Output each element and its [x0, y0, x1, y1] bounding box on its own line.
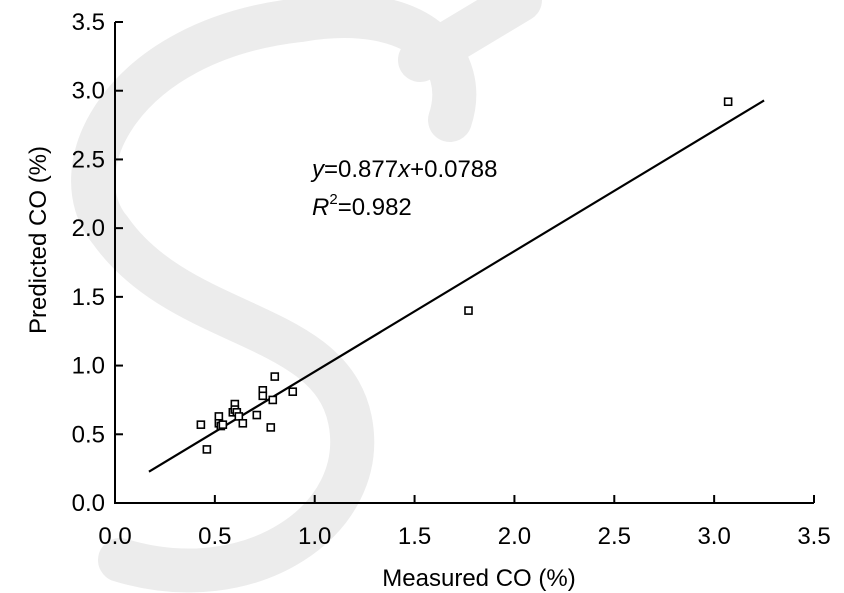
data-point — [202, 445, 212, 454]
data-point — [270, 372, 280, 381]
x-tick-label: 1.5 — [398, 523, 431, 550]
data-point — [234, 412, 244, 421]
data-point — [288, 387, 298, 396]
x-tick-label: 3.0 — [697, 523, 730, 550]
x-tick-label: 2.5 — [598, 523, 631, 550]
x-tick-label: 0.5 — [198, 523, 231, 550]
data-point — [196, 420, 206, 429]
r-var: R — [312, 194, 329, 221]
watermark — [71, 0, 542, 593]
x-tick-label: 1.0 — [298, 523, 331, 550]
y-tick-label: 3.0 — [72, 78, 105, 105]
data-point — [238, 418, 248, 428]
data-point — [252, 410, 262, 420]
data-points — [196, 97, 733, 454]
x-tick-label: 3.5 — [797, 523, 830, 550]
y-tick-label: 2.0 — [72, 215, 105, 242]
r-exponent: 2 — [329, 191, 337, 208]
eq-intercept: +0.0788 — [410, 156, 497, 183]
regression-line — [148, 99, 765, 473]
y-tick-label: 0.5 — [72, 421, 105, 448]
data-point — [258, 391, 268, 401]
r-squared: R2=0.982 — [312, 191, 412, 221]
x-axis-title: Measured CO (%) — [382, 565, 575, 592]
y-tick-label: 3.5 — [72, 9, 105, 36]
y-axis-title: Predicted CO (%) — [25, 146, 52, 334]
data-point — [723, 97, 733, 107]
fit-equation: y=0.877x+0.0788 — [310, 156, 498, 183]
y-tick-label: 0.0 — [72, 490, 105, 517]
r-value: =0.982 — [338, 194, 412, 221]
y-ticks: 0.0 0.5 1.0 1.5 2.0 2.5 3.0 3.5 — [72, 9, 123, 517]
data-point — [214, 412, 224, 421]
eq-x-var: x — [397, 156, 411, 183]
data-point — [266, 423, 276, 432]
data-point — [464, 306, 473, 315]
data-point — [218, 420, 228, 429]
eq-slope: =0.877 — [324, 156, 398, 183]
x-tick-label: 2.0 — [498, 523, 531, 550]
y-tick-label: 2.5 — [72, 146, 105, 173]
x-ticks: 0.0 0.5 1.0 1.5 2.0 2.5 3.0 3.5 — [98, 495, 831, 550]
x-tick-label: 0.0 — [98, 523, 131, 550]
data-point — [268, 395, 278, 405]
y-tick-label: 1.0 — [72, 353, 105, 380]
y-tick-label: 1.5 — [72, 284, 105, 311]
eq-y-var: y — [310, 156, 326, 183]
